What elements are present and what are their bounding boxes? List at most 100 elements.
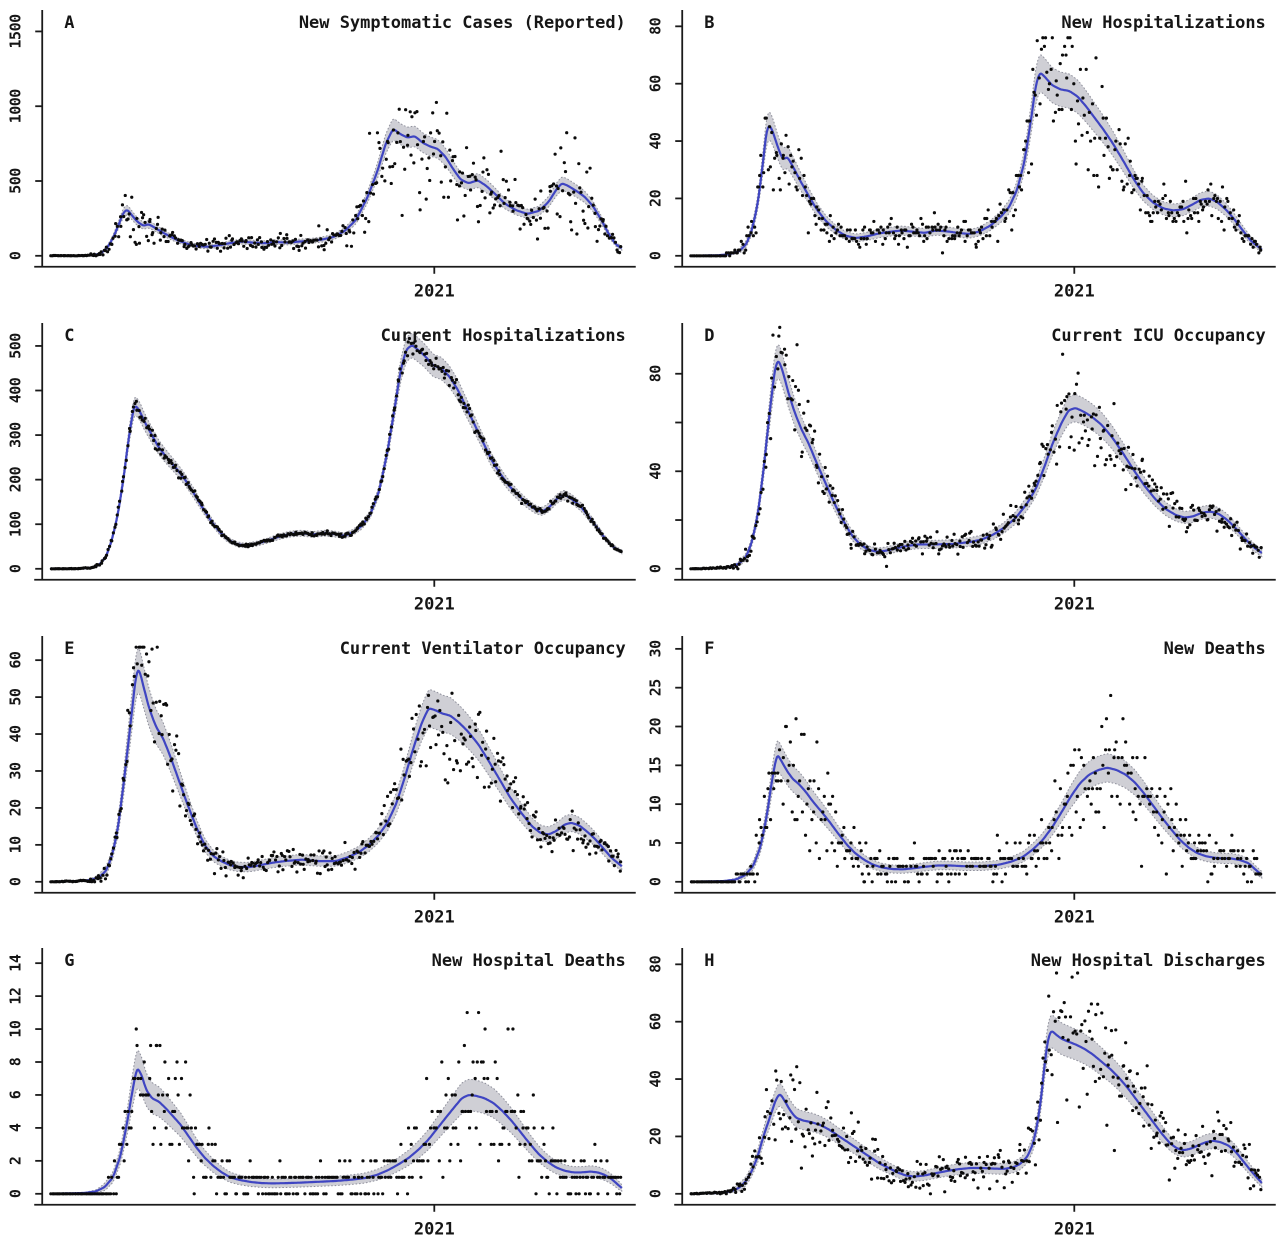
- data-point: [1194, 196, 1198, 201]
- data-point: [127, 212, 131, 216]
- data-point: [1137, 182, 1141, 186]
- data-point: [478, 203, 482, 208]
- data-point: [1022, 1148, 1027, 1152]
- y-tick-label: 40: [647, 462, 665, 480]
- data-point: [109, 1192, 113, 1196]
- data-point: [400, 371, 404, 375]
- data-point: [607, 858, 611, 863]
- data-point: [974, 1162, 979, 1166]
- data-point: [418, 763, 423, 768]
- data-point: [1104, 716, 1109, 720]
- data-point: [735, 871, 740, 876]
- data-point: [742, 251, 746, 255]
- data-point: [128, 235, 132, 239]
- data-point: [146, 1093, 150, 1097]
- data-point: [484, 729, 489, 733]
- data-point: [399, 747, 403, 751]
- data-point: [511, 1027, 515, 1031]
- data-point: [1018, 1149, 1022, 1153]
- data-point: [528, 219, 532, 223]
- data-point: [1257, 251, 1261, 255]
- data-point: [1114, 739, 1118, 744]
- data-point: [1027, 484, 1031, 488]
- data-point: [781, 802, 785, 806]
- y-tick-label: 0: [647, 564, 665, 573]
- data-point: [1029, 162, 1034, 166]
- y-tick-label: 25: [647, 679, 665, 696]
- data-point: [1040, 1081, 1044, 1086]
- data-point: [380, 811, 384, 815]
- data-point: [1214, 199, 1218, 203]
- data-point: [281, 867, 285, 871]
- data-point: [440, 1060, 444, 1064]
- data-point: [1111, 1075, 1115, 1079]
- data-point: [471, 420, 475, 424]
- data-point: [990, 225, 994, 229]
- data-point: [325, 528, 329, 533]
- data-point: [186, 1126, 190, 1130]
- data-point: [881, 228, 885, 232]
- data-point: [599, 838, 603, 842]
- data-point: [1102, 428, 1106, 432]
- data-point: [1004, 1172, 1008, 1176]
- data-point: [115, 513, 119, 517]
- data-point: [154, 700, 158, 704]
- data-point: [985, 216, 989, 221]
- data-point: [391, 787, 396, 791]
- data-point: [619, 549, 623, 553]
- data-point: [842, 517, 846, 521]
- data-point: [853, 228, 857, 232]
- data-point: [1128, 1069, 1132, 1073]
- data-point: [1024, 139, 1028, 143]
- data-point: [1091, 412, 1095, 416]
- data-point: [528, 828, 533, 832]
- data-point: [796, 388, 801, 392]
- data-point: [1073, 139, 1078, 143]
- data-point: [618, 1192, 622, 1196]
- data-point: [361, 1159, 365, 1163]
- data-point: [1089, 1002, 1093, 1006]
- data-point: [483, 196, 487, 200]
- data-point: [403, 350, 408, 354]
- data-point: [170, 461, 174, 465]
- data-point: [1243, 1147, 1247, 1151]
- data-point: [823, 465, 827, 469]
- data-point: [400, 213, 404, 218]
- data-point: [764, 116, 768, 120]
- data-point: [1224, 864, 1229, 868]
- data-point: [574, 498, 578, 503]
- data-point: [1241, 1153, 1245, 1158]
- data-point: [1086, 1009, 1091, 1014]
- data-point: [873, 1138, 877, 1142]
- data-point: [1249, 1168, 1254, 1172]
- data-point: [1113, 747, 1117, 751]
- data-point: [823, 1144, 827, 1148]
- data-point: [840, 1146, 845, 1150]
- data-point: [1096, 1002, 1100, 1007]
- data-point: [149, 708, 153, 712]
- data-point: [1159, 1111, 1164, 1115]
- data-point: [1225, 196, 1229, 201]
- data-point: [585, 1175, 590, 1180]
- data-point: [1142, 469, 1146, 473]
- panel-G: 0 2 4 6 8 10 12 14 2021 G New Hospital Deaths: [0, 938, 640, 1251]
- data-point: [784, 133, 788, 137]
- data-point: [812, 196, 816, 201]
- data-point: [763, 1115, 767, 1119]
- data-point: [568, 193, 572, 197]
- data-point: [487, 450, 491, 454]
- data-point: [294, 1175, 298, 1180]
- data-point: [908, 234, 912, 238]
- data-point: [248, 1159, 252, 1163]
- data-point: [748, 871, 752, 876]
- data-point: [162, 235, 166, 239]
- data-point: [403, 1159, 408, 1163]
- data-point: [1236, 219, 1240, 224]
- data-point: [1154, 1134, 1159, 1138]
- data-point: [583, 221, 587, 226]
- data-point: [930, 225, 934, 229]
- panel-letter: B: [704, 13, 714, 33]
- data-point: [524, 212, 528, 217]
- data-point: [1222, 1124, 1226, 1128]
- data-point: [871, 231, 875, 235]
